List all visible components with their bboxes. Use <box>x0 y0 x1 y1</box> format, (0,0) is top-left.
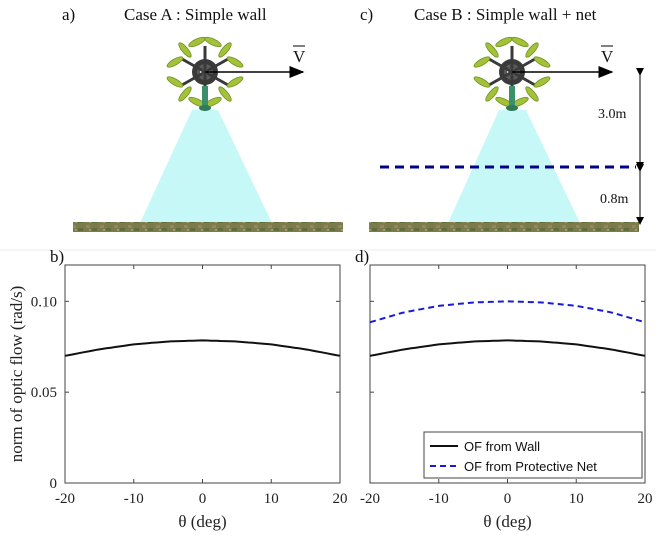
panel-a-velocity-label: V <box>293 47 306 66</box>
chart-b-axes-box <box>65 265 340 483</box>
chart-b-series-wall-line <box>65 340 340 355</box>
panel-c-wall <box>369 222 639 232</box>
chart-d-xtick-label: 20 <box>638 491 653 507</box>
panel-c-title: Case B : Simple wall + net <box>414 5 597 24</box>
chart-b-xlabel: θ (deg) <box>178 512 226 531</box>
chart-d-legend-label: OF from Protective Net <box>464 459 597 474</box>
chart-b-ytick-label: 0.10 <box>31 294 57 310</box>
chart-b-xtick-label: 10 <box>264 491 279 507</box>
chart-d-series-net-line <box>370 301 645 322</box>
chart-b-xtick-label: -20 <box>55 491 75 507</box>
panel-d-label: d) <box>355 247 369 266</box>
panel-a-title: Case A : Simple wall <box>124 5 267 24</box>
panel-c-dim-lower-label: 0.8m <box>600 192 629 207</box>
panel-a-camera-cone <box>140 110 272 223</box>
panel-a-wall <box>73 222 343 232</box>
panel-a-label: a) <box>62 5 75 24</box>
panel-c-velocity-label: V <box>601 47 614 66</box>
chart-d-xtick-label: 10 <box>569 491 584 507</box>
chart-b-xtick-label: -10 <box>124 491 144 507</box>
chart-d-xtick-label: -20 <box>360 491 380 507</box>
chart-b-xtick-label: 20 <box>333 491 348 507</box>
panel-b-label: b) <box>50 247 64 266</box>
panel-c-label: c) <box>360 5 373 24</box>
chart-d-xtick-label: -10 <box>429 491 449 507</box>
panel-c-drone-icon <box>473 35 552 111</box>
chart-d-xlabel: θ (deg) <box>483 512 531 531</box>
chart-b-ytick-label: 0 <box>50 476 58 492</box>
chart-b: -20 -10 0 10 20 0 0.05 0.10 θ (deg) norm of optic… <box>7 265 348 531</box>
chart-d: -20 -10 0 10 20 θ (deg) OF from Wall OF from Pr… <box>360 265 653 531</box>
chart-b-ytick-label: 0.05 <box>31 385 57 401</box>
chart-d-series-wall-line <box>370 340 645 355</box>
chart-b-xtick-label: 0 <box>199 491 207 507</box>
chart-d-legend-label: OF from Wall <box>464 439 540 454</box>
chart-d-xtick-label: 0 <box>504 491 512 507</box>
panel-a-drone-icon <box>166 35 245 111</box>
panel-c-dim-upper-label: 3.0m <box>598 107 627 122</box>
chart-b-ylabel: norm of optic flow (rad/s) <box>7 286 26 463</box>
